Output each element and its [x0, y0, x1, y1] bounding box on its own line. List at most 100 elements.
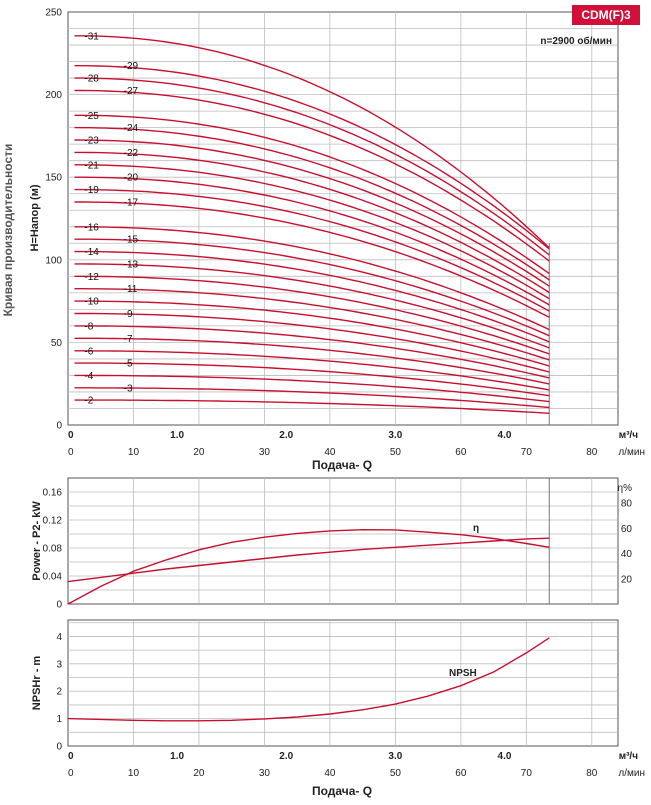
head-curve-stage-23 [74, 139, 550, 287]
head-chart-frame [67, 11, 619, 426]
x-tick-m3h: 2.0 [279, 751, 293, 762]
head-curve-stage-29 [74, 65, 550, 250]
head-curve-stage-16 [74, 226, 550, 331]
x-unit-lmin: л/мин [618, 447, 645, 458]
power-y-tick: 0.08 [43, 544, 63, 555]
x-tick-lmin: 0 [68, 768, 74, 779]
npsh-curve [67, 637, 550, 722]
npsh-curve-label: NPSH [449, 668, 477, 679]
x-tick-lmin: 50 [390, 768, 402, 779]
efficiency-y-tick: 40 [621, 549, 633, 560]
power-y-tick: 0 [56, 600, 62, 611]
head-curve-label-stage-20: -20 [124, 173, 139, 184]
model-badge-bg [572, 5, 640, 25]
x-tick-lmin: 40 [324, 768, 336, 779]
model-badge: CDM(F)3 [581, 8, 631, 22]
x-tick-m3h: 3.0 [388, 751, 402, 762]
power-y-tick: 0.16 [43, 488, 63, 499]
head-curve-stage-25 [74, 114, 550, 275]
efficiency-y-tick: 20 [621, 574, 633, 585]
npsh-y-tick: 4 [56, 632, 62, 643]
x-tick-lmin: 30 [259, 768, 271, 779]
x-tick-m3h: 3.0 [388, 430, 402, 441]
head-curve-label-stage-2: -2 [84, 396, 93, 407]
power-y-tick: 0.04 [43, 572, 63, 583]
head-curve-stage-20 [74, 176, 550, 306]
npsh-y-axis-label: NPSHr - m [31, 656, 43, 711]
head-curve-label-stage-31: -31 [84, 31, 99, 42]
power-chart-frame [67, 477, 619, 605]
head-curve-stage-14 [74, 250, 550, 343]
head-curve-label-stage-25: -25 [84, 111, 99, 122]
head-curve-stage-24 [74, 126, 550, 281]
head-curve-label-stage-16: -16 [84, 222, 99, 233]
power-y-axis-label: Power - P2- kW [31, 501, 43, 581]
head-y-tick: 50 [51, 338, 63, 349]
x-tick-m3h: 4.0 [498, 751, 512, 762]
power-y-tick: 0.12 [43, 516, 63, 527]
head-curve-label-stage-23: -23 [84, 136, 99, 147]
npsh-y-tick: 1 [56, 714, 62, 725]
head-curve-label-stage-5: -5 [124, 359, 133, 370]
head-y-tick: 200 [45, 90, 62, 101]
head-curve-label-stage-4: -4 [84, 371, 93, 382]
head-curve-stage-11 [74, 288, 550, 361]
head-curve-stage-2 [74, 399, 550, 414]
head-curve-label-stage-9: -9 [124, 309, 133, 320]
efficiency-axis-label: η% [618, 483, 633, 494]
head-curve-stage-27 [74, 89, 550, 262]
x-tick-lmin: 80 [586, 447, 598, 458]
head-y-tick: 100 [45, 255, 62, 266]
head-curve-stage-22 [74, 151, 550, 294]
head-curve-stage-19 [74, 188, 550, 312]
head-curve-stage-28 [74, 77, 550, 256]
head-curve-label-stage-24: -24 [124, 123, 139, 134]
x-tick-lmin: 40 [324, 447, 336, 458]
efficiency-y-tick: 80 [621, 499, 633, 510]
x-tick-lmin: 70 [521, 768, 533, 779]
head-curve-label-stage-29: -29 [124, 61, 139, 72]
x-tick-lmin: 60 [455, 768, 467, 779]
head-curve-label-stage-13: -13 [124, 259, 139, 270]
head-y-tick: 150 [45, 173, 62, 184]
head-curve-label-stage-28: -28 [84, 74, 99, 85]
head-curve-label-stage-22: -22 [124, 148, 139, 159]
head-curve-stage-17 [74, 201, 550, 318]
head-curve-label-stage-27: -27 [124, 86, 139, 97]
x-tick-lmin: 20 [193, 447, 205, 458]
x-unit-m3h: м³/ч [619, 430, 639, 441]
npsh-chart-frame [67, 619, 619, 747]
head-curve-stage-3 [74, 387, 550, 409]
head-curve-label-stage-15: -15 [124, 235, 139, 246]
head-curve-label-stage-21: -21 [84, 160, 99, 171]
power-curve [67, 537, 550, 583]
head-curve-label-stage-19: -19 [84, 185, 99, 196]
x-tick-lmin: 60 [455, 447, 467, 458]
x-tick-lmin: 80 [586, 768, 598, 779]
head-curve-label-stage-3: -3 [124, 383, 133, 394]
head-curve-stage-13 [74, 263, 550, 349]
head-curve-label-stage-7: -7 [124, 334, 133, 345]
x-tick-lmin: 70 [521, 447, 533, 458]
head-curve-label-stage-10: -10 [84, 297, 99, 308]
head-y-axis-label: H=Напор (м) [29, 184, 41, 251]
npsh-y-tick: 2 [56, 687, 62, 698]
head-y-tick: 0 [56, 421, 62, 432]
efficiency-curve [67, 528, 550, 605]
efficiency-curve-label: η [473, 523, 479, 534]
head-curve-stage-12 [74, 275, 550, 355]
head-x-axis-label: Подача- Q [312, 458, 372, 472]
head-curve-label-stage-17: -17 [124, 197, 139, 208]
head-curve-label-stage-11: -11 [124, 284, 138, 295]
head-curve-stage-8 [74, 325, 550, 379]
head-curve-stage-4 [74, 374, 550, 403]
head-curve-label-stage-12: -12 [84, 272, 99, 283]
x-tick-m3h: 0 [68, 751, 74, 762]
head-y-tick: 250 [45, 8, 62, 19]
x-tick-lmin: 50 [390, 447, 402, 458]
side-title: Кривая производительности [1, 144, 15, 317]
x-tick-lmin: 10 [128, 447, 140, 458]
npsh-y-tick: 3 [56, 659, 62, 670]
head-curve-stage-5 [74, 362, 550, 397]
